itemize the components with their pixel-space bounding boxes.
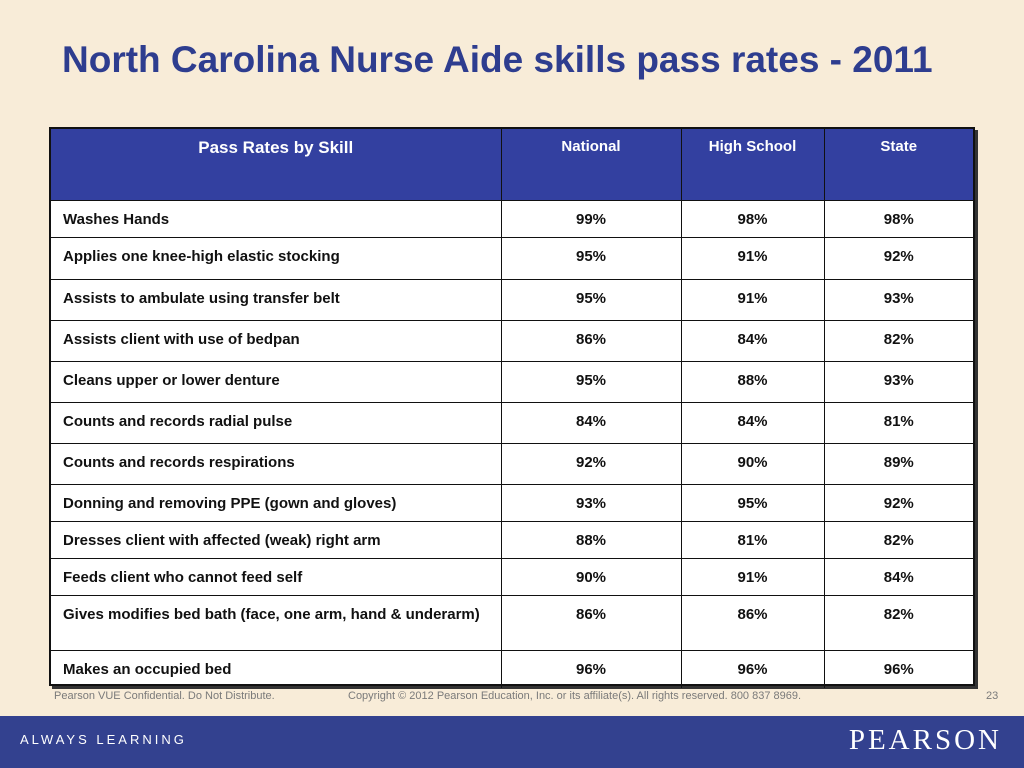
state-cell: 92% [823,484,973,522]
header-state: State [823,129,973,201]
high-school-cell: 88% [680,361,824,403]
state-cell: 89% [823,443,973,485]
table-row: Dresses client with affected (weak) righ… [51,521,973,559]
skill-cell: Counts and records respirations [51,443,501,485]
high-school-cell: 86% [680,595,824,651]
national-cell: 84% [500,402,681,444]
table-row: Assists to ambulate using transfer belt 9… [51,279,973,321]
national-cell: 93% [500,484,681,522]
pearson-logo: PEARSON [848,724,1002,756]
skill-cell: Makes an occupied bed [51,650,501,688]
skill-cell: Feeds client who cannot feed self [51,558,501,596]
skill-cell: Assists client with use of bedpan [51,320,501,362]
high-school-cell: 96% [680,650,824,688]
high-school-cell: 91% [680,279,824,321]
state-cell: 82% [823,595,973,651]
state-cell: 92% [823,237,973,280]
national-cell: 86% [500,320,681,362]
state-cell: 93% [823,361,973,403]
pass-rates-table: Pass Rates by Skill National High School… [49,127,975,688]
high-school-cell: 90% [680,443,824,485]
high-school-cell: 95% [680,484,824,522]
national-cell: 92% [500,443,681,485]
national-cell: 90% [500,558,681,596]
state-cell: 93% [823,279,973,321]
table-row: Counts and records radial pulse 84% 84% 81% [51,402,973,444]
table-row: Gives modifies bed bath (face, one arm, … [51,595,973,651]
skill-cell: Counts and records radial pulse [51,402,501,444]
slide-footer: Pearson VUE Confidential. Do Not Distrib… [0,690,1024,706]
skill-cell: Washes Hands [51,200,501,238]
footer-confidential: Pearson VUE Confidential. Do Not Distrib… [54,690,275,702]
national-cell: 88% [500,521,681,559]
state-cell: 82% [823,521,973,559]
table-row: Makes an occupied bed 96% 96% 96% [51,650,973,688]
national-cell: 95% [500,279,681,321]
high-school-cell: 81% [680,521,824,559]
national-cell: 96% [500,650,681,688]
state-cell: 81% [823,402,973,444]
table-row: Assists client with use of bedpan 86% 84% 8… [51,320,973,362]
high-school-cell: 84% [680,402,824,444]
high-school-cell: 91% [680,237,824,280]
slide-title: North Carolina Nurse Aide skills pass ra… [62,39,933,80]
state-cell: 96% [823,650,973,688]
page-number: 23 [986,690,999,702]
header-high-school: High School [680,129,824,201]
state-cell: 82% [823,320,973,362]
table-row: Feeds client who cannot feed self 90% 91% 8… [51,558,973,596]
skill-cell: Dresses client with affected (weak) righ… [51,521,501,559]
high-school-cell: 91% [680,558,824,596]
table-row: Cleans upper or lower denture 95% 88% 93% [51,361,973,403]
table-body: Washes Hands 99% 98% 98% Applies one knee-hi… [51,200,973,688]
state-cell: 84% [823,558,973,596]
skill-cell: Applies one knee-high elastic stocking [51,237,501,280]
national-cell: 95% [500,237,681,280]
skill-cell: Gives modifies bed bath (face, one arm, … [51,595,501,651]
header-national: National [500,129,681,201]
high-school-cell: 84% [680,320,824,362]
tagline: ALWAYS LEARNING [20,732,187,747]
table-row: Washes Hands 99% 98% 98% [51,200,973,238]
skill-cell: Donning and removing PPE (gown and glove… [51,484,501,522]
table-row: Counts and records respirations 92% 90% 89% [51,443,973,485]
state-cell: 98% [823,200,973,238]
table-header-row: Pass Rates by Skill National High School… [51,129,973,201]
table-row: Donning and removing PPE (gown and glove… [51,484,973,522]
header-skill: Pass Rates by Skill [51,129,501,201]
skill-cell: Cleans upper or lower denture [51,361,501,403]
high-school-cell: 98% [680,200,824,238]
national-cell: 86% [500,595,681,651]
national-cell: 99% [500,200,681,238]
footer-bar: ALWAYS LEARNING PEARSON [0,716,1024,768]
footer-copyright: Copyright © 2012 Pearson Education, Inc.… [348,690,802,702]
skill-cell: Assists to ambulate using transfer belt [51,279,501,321]
table-row: Applies one knee-high elastic stocking 95… [51,237,973,280]
national-cell: 95% [500,361,681,403]
